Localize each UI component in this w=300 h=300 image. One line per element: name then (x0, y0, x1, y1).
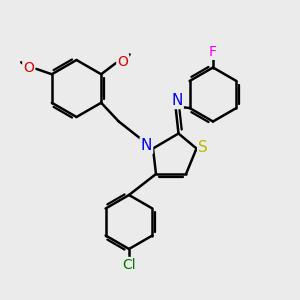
Text: F: F (209, 45, 217, 59)
Text: S: S (198, 140, 208, 154)
Text: N: N (171, 93, 183, 108)
Text: Cl: Cl (122, 258, 136, 272)
Text: O: O (117, 55, 128, 69)
Text: N: N (141, 138, 152, 153)
Text: O: O (23, 61, 34, 75)
